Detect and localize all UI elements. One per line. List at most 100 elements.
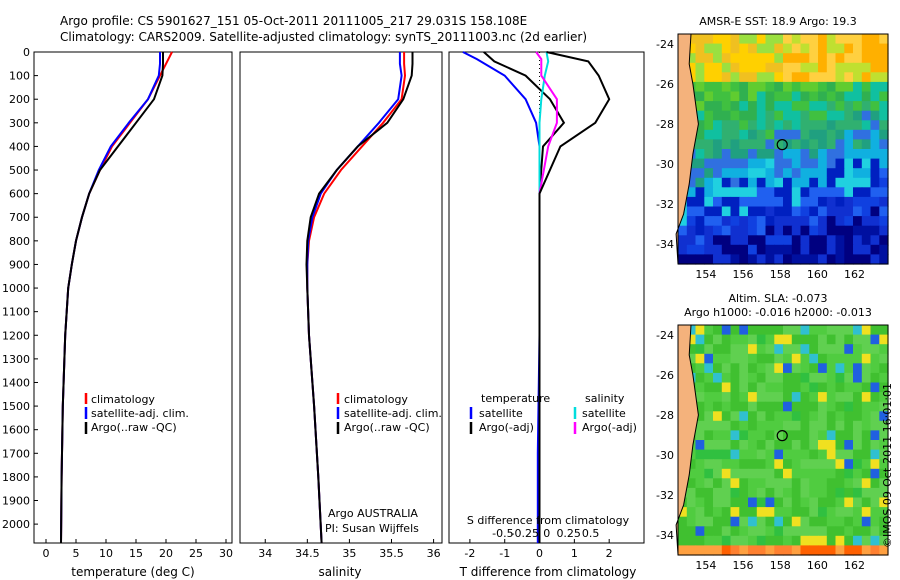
map-cell xyxy=(853,487,863,499)
map-cell xyxy=(853,353,863,364)
map-cell xyxy=(791,187,802,198)
map-cell xyxy=(765,372,775,384)
y-tick-label: 1200 xyxy=(2,329,30,342)
map-cell xyxy=(835,353,845,364)
map-cell xyxy=(704,411,714,422)
map-cell xyxy=(783,244,793,255)
map-cell xyxy=(861,129,872,140)
map-cell xyxy=(844,158,854,169)
map-cell xyxy=(844,244,854,255)
y-tick-label: 900 xyxy=(9,258,30,271)
map-cell xyxy=(791,254,802,265)
legend-satellite-label: satellite-adj. clim. xyxy=(344,407,442,420)
map-cell xyxy=(809,72,819,83)
map-cell xyxy=(870,440,880,451)
map-cell xyxy=(739,353,749,364)
map-cell xyxy=(765,187,775,198)
map-cell xyxy=(721,401,732,412)
map-x-tick-label: 154 xyxy=(695,559,716,572)
map-cell xyxy=(844,110,854,121)
map-cell xyxy=(695,177,705,188)
map-cell xyxy=(844,363,854,374)
map-cell xyxy=(853,168,863,179)
map-cell xyxy=(783,449,793,460)
map-cell xyxy=(879,254,889,265)
map-cell xyxy=(774,81,784,93)
map-cell xyxy=(695,526,705,537)
map-cell xyxy=(853,91,863,102)
map-cell xyxy=(853,344,863,355)
map-cell xyxy=(861,235,872,246)
map-cell xyxy=(879,363,889,374)
map-cell xyxy=(748,478,758,489)
map-cell xyxy=(756,430,767,441)
map-cell xyxy=(765,101,775,112)
map-cell xyxy=(765,411,775,422)
map-cell xyxy=(765,516,775,527)
map-cell xyxy=(721,545,732,556)
map-cell xyxy=(756,545,767,556)
map-cell xyxy=(748,187,758,198)
map-cell xyxy=(774,91,784,102)
map-cell xyxy=(826,139,837,150)
map-cell xyxy=(765,168,775,179)
map-cell xyxy=(853,363,863,374)
map-cell xyxy=(870,81,880,93)
map-cell xyxy=(826,62,837,73)
map-cell xyxy=(721,487,732,499)
map-cell xyxy=(704,353,714,364)
y-tick-label: 400 xyxy=(9,140,30,153)
y-tick-label: 1100 xyxy=(2,306,30,319)
map-cell xyxy=(818,353,828,364)
map-cell xyxy=(783,62,793,73)
map-cell xyxy=(818,235,828,246)
map-cell xyxy=(791,420,802,431)
map-cell xyxy=(783,120,793,131)
map-cell xyxy=(713,206,723,217)
map-cell xyxy=(686,325,697,336)
map-cell xyxy=(756,507,767,518)
map-cell xyxy=(800,43,810,54)
map-cell xyxy=(835,449,845,460)
map-cell xyxy=(861,43,872,54)
map-cell xyxy=(818,244,828,255)
map-cell xyxy=(835,149,845,160)
map-cell xyxy=(818,101,828,112)
map-cell xyxy=(853,372,863,384)
map-cell xyxy=(774,235,784,246)
map-cell xyxy=(853,449,863,460)
map-cell xyxy=(774,101,784,112)
y-tick-label: 1000 xyxy=(2,282,30,295)
map-cell xyxy=(704,206,714,217)
map-cell xyxy=(713,526,723,537)
map-cell xyxy=(739,507,749,518)
map-cell xyxy=(861,526,872,537)
map-cell xyxy=(809,392,819,403)
map-cell xyxy=(756,382,767,393)
map-cell xyxy=(844,225,854,236)
map-cell xyxy=(835,101,845,112)
map-cell xyxy=(879,382,889,393)
map-cell xyxy=(826,516,837,527)
map-cell xyxy=(756,235,767,246)
map-cell xyxy=(818,187,828,198)
map-cell xyxy=(695,129,705,140)
map-cell xyxy=(756,516,767,527)
map-cell xyxy=(844,62,854,73)
map-cell xyxy=(686,43,697,54)
x-tick-label: 34 xyxy=(258,547,272,560)
map-cell xyxy=(783,196,793,208)
map-cell xyxy=(756,53,767,64)
map-cell xyxy=(809,401,819,412)
map-cell xyxy=(800,353,810,364)
map-cell xyxy=(861,334,872,345)
map-cell xyxy=(844,81,854,93)
map-cell xyxy=(783,420,793,431)
map-cell xyxy=(774,420,784,431)
map-cell xyxy=(739,440,749,451)
map-cell xyxy=(739,545,749,556)
map-cell xyxy=(870,420,880,431)
map-cell xyxy=(800,91,810,102)
map-cell xyxy=(870,334,880,345)
map-cell xyxy=(678,244,688,255)
